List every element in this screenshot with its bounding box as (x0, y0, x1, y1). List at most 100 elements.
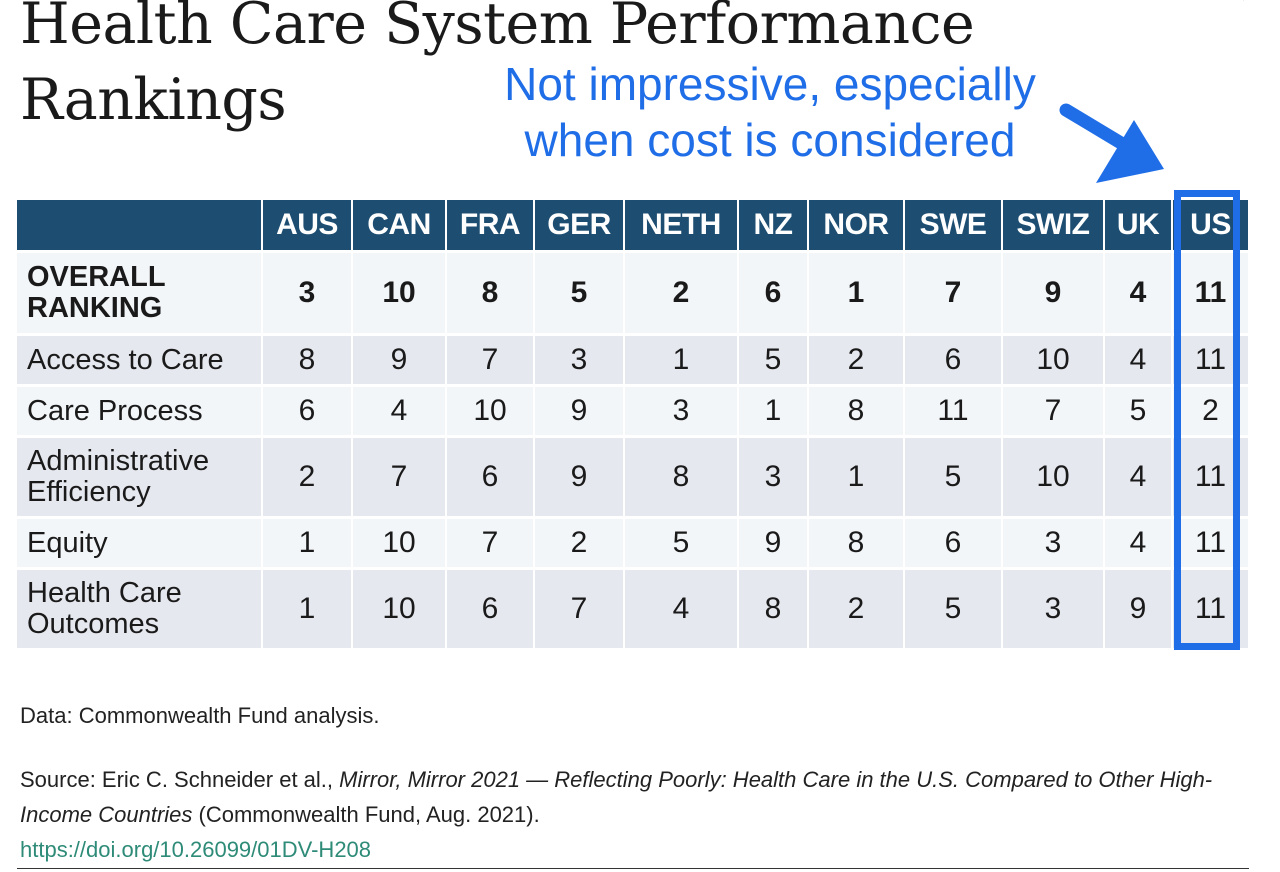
table-row: Administrative Efficiency 2 7 6 9 8 3 1 5 10 4 11 (17, 435, 1248, 516)
rank-cell-swe: 7 (905, 250, 1003, 333)
title-line-2: Rankings (20, 67, 287, 133)
row-label: Administrative Efficiency (17, 435, 263, 516)
source-citation: Source: Eric C. Schneider et al., Mirror… (20, 762, 1250, 867)
row-label: Access to Care (17, 333, 263, 384)
data-note: Data: Commonwealth Fund analysis. (20, 703, 380, 728)
us-column-highlight (1174, 190, 1240, 650)
row-label-line-1: Health Care (27, 577, 182, 609)
header-corner (17, 200, 263, 250)
rank-cell-neth: 8 (625, 435, 739, 516)
row-label: OVERALL RANKING (17, 250, 263, 333)
rank-cell-swiz: 10 (1003, 435, 1105, 516)
row-label-line-2: RANKING (27, 292, 163, 324)
annotation-line-2: when cost is considered (524, 114, 1016, 166)
row-label-line-1: OVERALL (27, 261, 166, 293)
source-title: Mirror, Mirror 2021 — Reflecting Poorly:… (20, 767, 1213, 827)
rank-cell-nz: 5 (739, 333, 809, 384)
rank-cell-fra: 7 (447, 516, 535, 567)
row-label: Care Process (17, 384, 263, 435)
rank-cell-nor: 2 (809, 567, 905, 648)
row-label-line-1: Access to Care (27, 343, 224, 376)
row-label-line-2: Efficiency (27, 476, 151, 508)
rank-cell-swiz: 7 (1003, 384, 1105, 435)
rank-cell-can: 10 (353, 516, 447, 567)
rank-cell-nor: 2 (809, 333, 905, 384)
column-header: FRA (447, 200, 535, 250)
rank-cell-swiz: 3 (1003, 516, 1105, 567)
table-row: Access to Care 8 9 7 3 1 5 2 6 10 4 11 (17, 333, 1248, 384)
rank-cell-uk: 5 (1105, 384, 1173, 435)
rank-cell-nor: 8 (809, 384, 905, 435)
rank-cell-swe: 5 (905, 435, 1003, 516)
rank-cell-fra: 6 (447, 567, 535, 648)
rank-cell-nz: 9 (739, 516, 809, 567)
column-header: NZ (739, 200, 809, 250)
column-header: GER (535, 200, 625, 250)
rank-cell-nz: 3 (739, 435, 809, 516)
rank-cell-fra: 10 (447, 384, 535, 435)
rank-cell-can: 10 (353, 567, 447, 648)
rankings-table: AUS CAN FRA GER NETH NZ NOR SWE SWIZ UK … (17, 200, 1248, 648)
rank-cell-neth: 4 (625, 567, 739, 648)
arrow-head-1 (1096, 120, 1164, 183)
doi-link[interactable]: https://doi.org/10.26099/01DV-H208 (20, 837, 372, 862)
rank-cell-nz: 8 (739, 567, 809, 648)
row-label: Health Care Outcomes (17, 567, 263, 648)
rank-cell-fra: 7 (447, 333, 535, 384)
rank-cell-uk: 4 (1105, 333, 1173, 384)
rank-cell-nor: 1 (809, 435, 905, 516)
rank-cell-aus: 6 (263, 384, 353, 435)
column-header: NOR (809, 200, 905, 250)
source-suffix: (Commonwealth Fund, Aug. 2021). (192, 802, 540, 827)
rank-cell-uk: 4 (1105, 516, 1173, 567)
column-header: NETH (625, 200, 739, 250)
rank-cell-aus: 8 (263, 333, 353, 384)
column-header: UK (1105, 200, 1173, 250)
rank-cell-swiz: 10 (1003, 333, 1105, 384)
column-header: SWIZ (1003, 200, 1105, 250)
rank-cell-uk: 9 (1105, 567, 1173, 648)
source-prefix: Source: Eric C. Schneider et al., (20, 767, 340, 792)
rank-cell-swe: 5 (905, 567, 1003, 648)
title-line-1: Health Care System Performance (20, 0, 975, 57)
rank-cell-can: 9 (353, 333, 447, 384)
rank-cell-aus: 2 (263, 435, 353, 516)
row-label: Equity (17, 516, 263, 567)
rank-cell-ger: 3 (535, 333, 625, 384)
page-title: Health Care System Performance Rankings (20, 0, 975, 138)
rank-cell-ger: 2 (535, 516, 625, 567)
rank-cell-neth: 3 (625, 384, 739, 435)
row-label-line-1: Equity (27, 526, 108, 559)
rank-cell-ger: 9 (535, 384, 625, 435)
rank-cell-swiz: 3 (1003, 567, 1105, 648)
rank-cell-swe: 6 (905, 333, 1003, 384)
rank-cell-can: 7 (353, 435, 447, 516)
annotation-callout: Not impressive, especially when cost is … (440, 56, 1100, 168)
rank-cell-nor: 8 (809, 516, 905, 567)
rank-cell-can: 10 (353, 250, 447, 333)
rank-cell-nz: 1 (739, 384, 809, 435)
rank-cell-aus: 1 (263, 567, 353, 648)
rank-cell-aus: 1 (263, 516, 353, 567)
annotation-line-1: Not impressive, especially (504, 58, 1036, 110)
row-label-line-1: Care Process (27, 394, 203, 427)
rank-cell-swe: 6 (905, 516, 1003, 567)
overall-ranking-row: OVERALL RANKING 3 10 8 5 2 6 1 7 9 4 11 (17, 250, 1248, 333)
row-label-line-1: Administrative (27, 445, 210, 477)
rank-cell-swe: 11 (905, 384, 1003, 435)
rank-cell-ger: 7 (535, 567, 625, 648)
rank-cell-neth: 2 (625, 250, 739, 333)
rank-cell-aus: 3 (263, 250, 353, 333)
row-label-line-2: Outcomes (27, 608, 160, 640)
rank-cell-neth: 5 (625, 516, 739, 567)
rank-cell-ger: 9 (535, 435, 625, 516)
rank-cell-neth: 1 (625, 333, 739, 384)
table-row: Equity 1 10 7 2 5 9 8 6 3 4 11 (17, 516, 1248, 567)
column-header: SWE (905, 200, 1003, 250)
header-row: AUS CAN FRA GER NETH NZ NOR SWE SWIZ UK … (17, 200, 1248, 250)
table-row: Health Care Outcomes 1 10 6 7 4 8 2 5 3 9 11 (17, 567, 1248, 648)
rank-cell-nz: 6 (739, 250, 809, 333)
rank-cell-swiz: 9 (1003, 250, 1105, 333)
rank-cell-can: 4 (353, 384, 447, 435)
rank-cell-uk: 4 (1105, 435, 1173, 516)
